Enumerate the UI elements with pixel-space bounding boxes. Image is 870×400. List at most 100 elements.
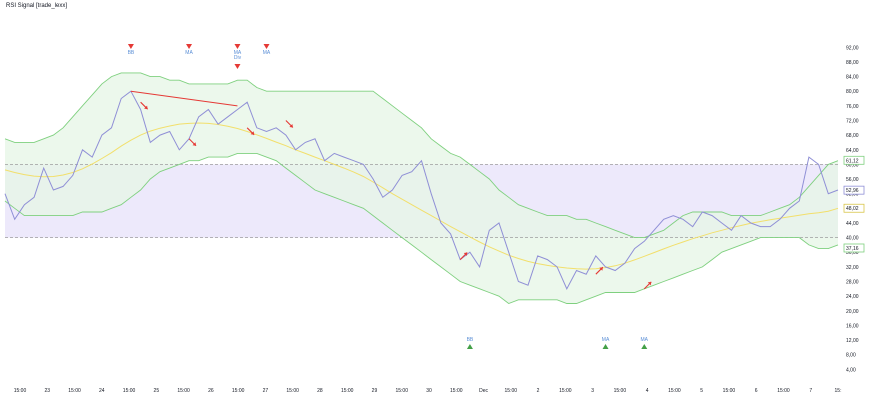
y-tick-label: 68,00 <box>846 133 859 139</box>
x-tick-label: 15:00 <box>123 388 136 394</box>
bull-signal-5: MA <box>602 337 610 349</box>
bull-triangle <box>466 344 473 349</box>
bear-signal-1: MA <box>185 44 193 56</box>
bear-signal-0: BB <box>128 44 135 56</box>
x-tick-label: 15:00 <box>68 388 81 394</box>
x-tick-label: 3 <box>591 388 594 394</box>
bull-signal-4: BB <box>467 337 474 349</box>
x-tick-label: 15:00 <box>723 388 736 394</box>
x-tick-label: 15:00 <box>395 388 408 394</box>
y-tick-label: 36,00 <box>846 250 859 256</box>
arrow-down-1 <box>188 138 197 147</box>
y-tick-label: 52,00 <box>846 192 859 198</box>
x-tick-label: 15:00 <box>232 388 245 394</box>
x-tick-label: 15:00 <box>177 388 190 394</box>
signal-label: BB <box>128 50 135 56</box>
rsi-line <box>4 90 839 290</box>
bull-triangle <box>602 344 609 349</box>
arrow-head <box>647 281 652 286</box>
bull-triangle <box>641 344 648 349</box>
y-tick-label: 80,00 <box>846 89 859 95</box>
x-tick-label: 15:00 <box>286 388 299 394</box>
y-tick-label: 16,00 <box>846 323 859 329</box>
badge-box <box>843 185 865 195</box>
x-tick-label: 7 <box>809 388 812 394</box>
y-tick-label: 40,00 <box>846 236 859 242</box>
bear-triangle <box>127 44 134 49</box>
y-tick-label: 20,00 <box>846 309 859 315</box>
y-tick-label: 12,00 <box>846 338 859 344</box>
badge-box <box>843 243 865 253</box>
badge-box <box>843 155 865 165</box>
badge-text: 48,02 <box>846 206 859 212</box>
y-tick-label: 64,00 <box>846 148 859 154</box>
arrow-down-0 <box>140 101 148 110</box>
x-tick-label: 15:00 <box>559 388 572 394</box>
bear-triangle <box>263 44 270 49</box>
bull-signal-6: MA <box>641 337 649 349</box>
x-tick-label: 5 <box>700 388 703 394</box>
badge-box <box>843 203 865 213</box>
y-tick-label: 4,00 <box>846 367 856 373</box>
badge-text: 52,96 <box>846 188 859 194</box>
signal-label: MA <box>234 50 242 56</box>
x-tick-label: 15:00 <box>341 388 354 394</box>
x-tick-label: 2 <box>537 388 540 394</box>
signal-label: MA <box>641 337 649 343</box>
arrow-up-6 <box>643 281 652 290</box>
y-tick-label: 88,00 <box>846 60 859 66</box>
y-tick-label: 28,00 <box>846 280 859 286</box>
x-tick-label: 26 <box>208 388 214 394</box>
upper-band-line <box>4 72 839 239</box>
arrow-down-3 <box>285 120 294 128</box>
arrow-head <box>463 252 468 257</box>
signal-label: MA <box>185 50 193 56</box>
y-tick-label: 56,00 <box>846 177 859 183</box>
bear-triangle <box>234 44 241 49</box>
indicator-title: RSI Signal [trade_lexx] <box>6 3 68 9</box>
x-tick-label: Dec <box>479 388 488 394</box>
y-tick-label: 44,00 <box>846 221 859 227</box>
divergence-line <box>130 90 238 107</box>
x-tick-label: 15:00 <box>14 388 27 394</box>
arrow-head <box>192 142 197 146</box>
signal-label: BB <box>467 337 474 343</box>
x-tick-label: 30 <box>426 388 432 394</box>
upper-band-last-value-badge: 61,12 <box>843 155 865 165</box>
arrow-head <box>289 123 293 128</box>
arrow-head <box>250 131 255 135</box>
y-tick-label: 24,00 <box>846 294 859 300</box>
x-tick-label: 28 <box>317 388 323 394</box>
arrow-head <box>144 105 148 110</box>
x-tick-label: 4 <box>646 388 649 394</box>
y-tick-label: 92,00 <box>846 45 859 51</box>
y-tick-label: 60,00 <box>846 162 859 168</box>
x-tick-label: 15: <box>835 388 842 394</box>
x-tick-label: 25 <box>154 388 160 394</box>
badge-text: 61,12 <box>846 158 859 164</box>
arrow-head <box>599 267 603 271</box>
lower-band-last-value-badge: 37,16 <box>843 243 865 253</box>
y-tick-label: 8,00 <box>846 353 856 359</box>
arrow-down-2 <box>246 127 255 136</box>
x-tick-label: 15:00 <box>505 388 518 394</box>
y-tick-label: 72,00 <box>846 118 859 124</box>
ma-line <box>4 122 839 270</box>
badge-text: 37,16 <box>846 246 859 252</box>
x-tick-label: 29 <box>372 388 378 394</box>
bear-triangle <box>234 64 241 69</box>
arrow-up-5 <box>595 266 604 275</box>
signal-label: MA <box>263 50 271 56</box>
bear-signal-3: MA <box>263 44 271 56</box>
y-tick-label: 32,00 <box>846 265 859 271</box>
x-tick-label: 15:00 <box>668 388 681 394</box>
signal-label: Div <box>234 55 242 61</box>
bear-triangle <box>186 44 193 49</box>
x-tick-label: 24 <box>99 388 105 394</box>
band-fill <box>5 72 838 304</box>
x-tick-label: 15:00 <box>777 388 790 394</box>
rsi-last-value-badge: 52,96 <box>843 185 865 195</box>
signal-label: MA <box>602 337 610 343</box>
